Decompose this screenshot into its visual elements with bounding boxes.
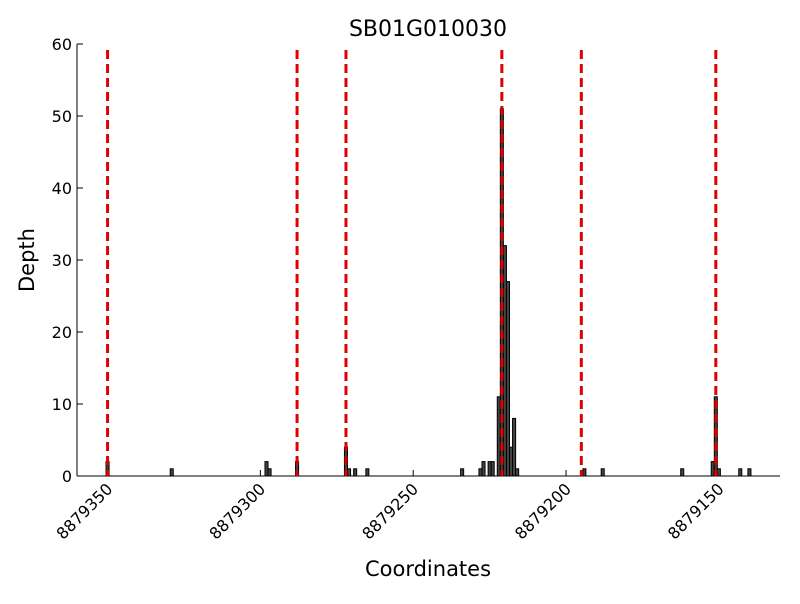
x-tick-label: 8879200 <box>511 479 575 543</box>
y-tick-label: 30 <box>52 251 72 270</box>
x-tick-label: 8879300 <box>205 479 269 543</box>
bar <box>680 468 685 477</box>
bar <box>347 468 352 477</box>
bar <box>490 461 495 477</box>
bar <box>353 468 358 477</box>
y-tick-label: 10 <box>52 395 72 414</box>
x-axis-label: Coordinates <box>365 557 491 581</box>
y-tick-label: 60 <box>52 35 72 54</box>
bar <box>738 468 743 477</box>
x-tick-label: 8879150 <box>664 479 728 543</box>
bar <box>582 468 587 477</box>
bar <box>600 468 605 477</box>
y-tick-label: 20 <box>52 323 72 342</box>
y-tick-label: 0 <box>62 467 72 486</box>
y-tick-label: 40 <box>52 179 72 198</box>
bar <box>481 461 486 477</box>
x-tick-label: 8879250 <box>358 479 422 543</box>
x-tick-label: 8879350 <box>53 479 117 543</box>
bar <box>716 468 721 477</box>
chart-title: SB01G010030 <box>349 17 507 42</box>
bar <box>267 468 272 477</box>
bar <box>512 417 517 477</box>
bar <box>365 468 370 477</box>
bar <box>505 281 510 477</box>
y-axis-label: Depth <box>15 228 39 292</box>
bar <box>460 468 465 477</box>
y-tick-label: 50 <box>52 107 72 126</box>
bar <box>747 468 752 477</box>
bar <box>515 468 520 477</box>
bar <box>169 468 174 477</box>
